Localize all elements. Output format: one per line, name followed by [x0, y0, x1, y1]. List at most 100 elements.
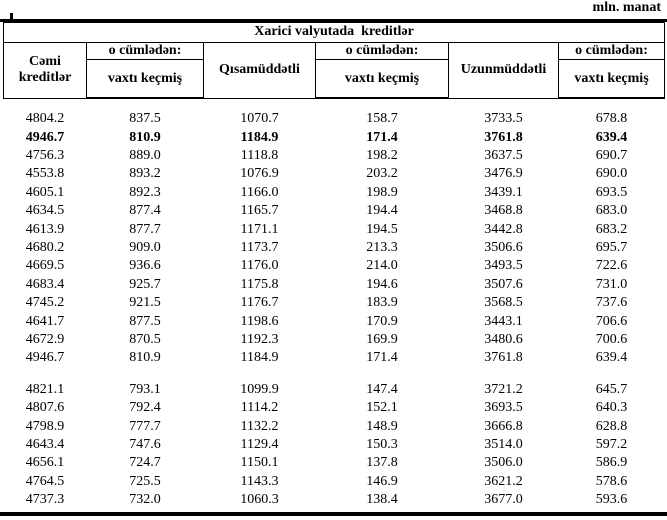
cell-col5: 640.3 [595, 400, 628, 416]
cell-col0: 4821.1 [25, 381, 65, 397]
header-including-1: o cümlədən: [86, 41, 204, 61]
crop-artifact-mark [10, 13, 13, 19]
cell-col5: 683.2 [595, 221, 628, 237]
cell-col3: 198.2 [366, 147, 398, 163]
table-row: 4680.2 909.0 1173.7 213.3 3506.6 695.7 [4, 239, 665, 257]
cell-col0: 4807.6 [25, 400, 65, 416]
cell-col0: 4613.9 [25, 221, 65, 237]
cell-col2: 1173.7 [240, 239, 279, 255]
cell-col4: 3677.0 [484, 492, 523, 508]
cell-col3: 171.4 [366, 350, 398, 366]
cell-col1: 732.0 [129, 492, 161, 508]
cell-col2: 1070.7 [240, 110, 279, 126]
table-row: 4605.1 892.3 1166.0 198.9 3439.1 693.5 [4, 184, 665, 202]
table-body: 4804.2 837.5 1070.7 158.7 3733.5 678.8 4946.7 8… [4, 98, 665, 510]
header-total-credits: Cəmi kreditlər [3, 42, 87, 99]
cell-col2: 1171.1 [240, 221, 279, 237]
cell-col1: 792.4 [129, 400, 161, 416]
cell-col0: 4669.5 [25, 258, 65, 274]
table-row: 4613.9 877.7 1171.1 194.5 3442.8 683.2 [4, 221, 665, 239]
cell-col0: 4737.3 [25, 492, 65, 508]
cell-col3: 194.6 [366, 276, 398, 292]
cell-col0: 4764.5 [25, 473, 65, 489]
cell-col4: 3493.5 [484, 258, 523, 274]
cell-col3: 213.3 [366, 239, 398, 255]
cell-col4: 3442.8 [484, 221, 523, 237]
cell-col1: 921.5 [129, 295, 161, 311]
cell-col5: 706.6 [595, 313, 628, 329]
cell-col5: 639.4 [595, 129, 628, 145]
cell-col4: 3506.0 [484, 455, 523, 471]
cell-col3: 137.8 [366, 455, 398, 471]
header-long-term: Uzunmüddətli [448, 42, 559, 99]
cell-col5: 683.0 [595, 203, 628, 219]
cell-col4: 3693.5 [484, 400, 523, 416]
cell-col1: 877.7 [129, 221, 161, 237]
table-row: 4756.3 889.0 1118.8 198.2 3637.5 690.7 [4, 147, 665, 165]
cell-col4: 3468.8 [484, 203, 523, 219]
cell-col1: 793.1 [129, 381, 161, 397]
table-row: 4641.7 877.5 1198.6 170.9 3443.1 706.6 [4, 313, 665, 331]
table-row: 4672.9 870.5 1192.3 169.9 3480.6 700.6 [4, 331, 665, 349]
cell-col3: 169.9 [366, 331, 398, 347]
cell-col0: 4946.7 [25, 129, 65, 145]
cell-col5: 628.8 [595, 418, 628, 434]
cell-col2: 1192.3 [240, 331, 279, 347]
cell-col0: 4672.9 [25, 331, 65, 347]
cell-col1: 777.7 [129, 418, 161, 434]
header-including-2: o cümlədən: [315, 41, 449, 61]
cell-col2: 1060.3 [240, 492, 279, 508]
cell-col5: 737.6 [595, 295, 628, 311]
spacer-cell [4, 368, 665, 381]
cell-col2: 1129.4 [240, 437, 279, 452]
cell-col1: 870.5 [129, 331, 161, 347]
cell-col2: 1198.6 [240, 313, 279, 329]
cell-col0: 4756.3 [25, 147, 65, 163]
cell-col4: 3568.5 [484, 295, 523, 311]
cell-col3: 214.0 [366, 258, 398, 274]
unit-label: mln. manat [592, 0, 661, 15]
table-top-border [0, 19, 667, 22]
cell-col1: 810.9 [129, 350, 161, 366]
cell-col0: 4634.5 [25, 203, 65, 219]
cell-col4: 3733.5 [484, 110, 523, 126]
cell-col5: 693.5 [595, 184, 628, 200]
table-row: 4798.9 777.7 1132.2 148.9 3666.8 628.8 [4, 418, 665, 436]
header-row-main: vaxtı keçmiş vaxtı keçmiş vaxtı keçmiş [4, 59, 666, 100]
cell-col3: 183.9 [366, 295, 398, 311]
cell-col3: 171.4 [366, 129, 398, 145]
cell-col1: 892.3 [129, 184, 161, 200]
cell-col1: 810.9 [129, 129, 161, 145]
table-row: 4807.6 792.4 1114.2 152.1 3693.5 640.3 [4, 399, 665, 417]
cell-col1: 747.6 [129, 437, 161, 452]
cell-col0: 4641.7 [25, 313, 65, 329]
cell-col4: 3761.8 [484, 129, 523, 145]
cell-col3: 158.7 [366, 111, 398, 127]
header-row-sub: Cəmi kreditlər o cümlədən: Qısamüddətli … [3, 41, 666, 99]
cell-col1: 724.7 [129, 455, 161, 471]
cell-col0: 4804.2 [25, 110, 65, 126]
cell-col2: 1184.9 [240, 350, 279, 366]
cell-col3: 203.2 [366, 166, 398, 182]
cell-col5: 700.6 [595, 331, 628, 347]
cell-col3: 138.4 [366, 492, 398, 508]
cell-col3: 148.9 [366, 418, 398, 434]
cell-col2: 1099.9 [240, 381, 279, 397]
cell-col0: 4680.2 [25, 239, 65, 255]
cell-col4: 3506.6 [484, 239, 523, 255]
header-overdue-2: vaxtı keçmiş [315, 59, 449, 100]
cell-col5: 690.7 [595, 147, 628, 163]
cell-col3: 152.1 [366, 400, 398, 416]
cell-col0: 4798.9 [25, 418, 65, 434]
header-including-3: o cümlədən: [557, 41, 666, 61]
cell-col5: 690.0 [595, 166, 628, 182]
cell-col0: 4643.4 [25, 437, 65, 452]
cell-col4: 3666.8 [484, 418, 523, 434]
cell-col0: 4946.7 [25, 350, 65, 366]
cell-col4: 3439.1 [484, 184, 523, 200]
table-row: 4946.7 810.9 1184.9 171.4 3761.8 639.4 [4, 349, 665, 367]
table-header: Xarici valyutada kreditlər Cəmi kreditlə… [2, 22, 666, 100]
cell-col5: 731.0 [595, 276, 628, 292]
cell-col1: 909.0 [129, 239, 161, 255]
